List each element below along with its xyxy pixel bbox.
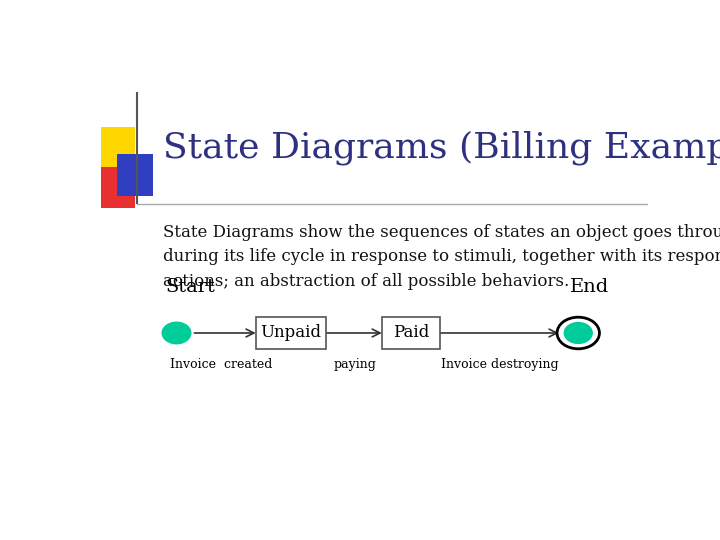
Circle shape (163, 322, 191, 343)
Text: Unpaid: Unpaid (261, 325, 321, 341)
Text: Invoice destroying: Invoice destroying (441, 358, 559, 371)
Text: State Diagrams show the sequences of states an object goes through
during its li: State Diagrams show the sequences of sta… (163, 224, 720, 290)
Text: End: End (570, 278, 609, 295)
Text: paying: paying (333, 358, 377, 371)
FancyBboxPatch shape (256, 317, 325, 349)
FancyBboxPatch shape (101, 167, 135, 208)
Text: Invoice  created: Invoice created (170, 358, 272, 371)
FancyBboxPatch shape (117, 154, 153, 196)
Circle shape (557, 317, 600, 349)
FancyBboxPatch shape (382, 317, 440, 349)
Text: State Diagrams (Billing Example): State Diagrams (Billing Example) (163, 131, 720, 165)
Text: Start: Start (166, 278, 215, 295)
Text: Paid: Paid (392, 325, 429, 341)
FancyBboxPatch shape (101, 127, 135, 168)
Circle shape (564, 322, 593, 343)
